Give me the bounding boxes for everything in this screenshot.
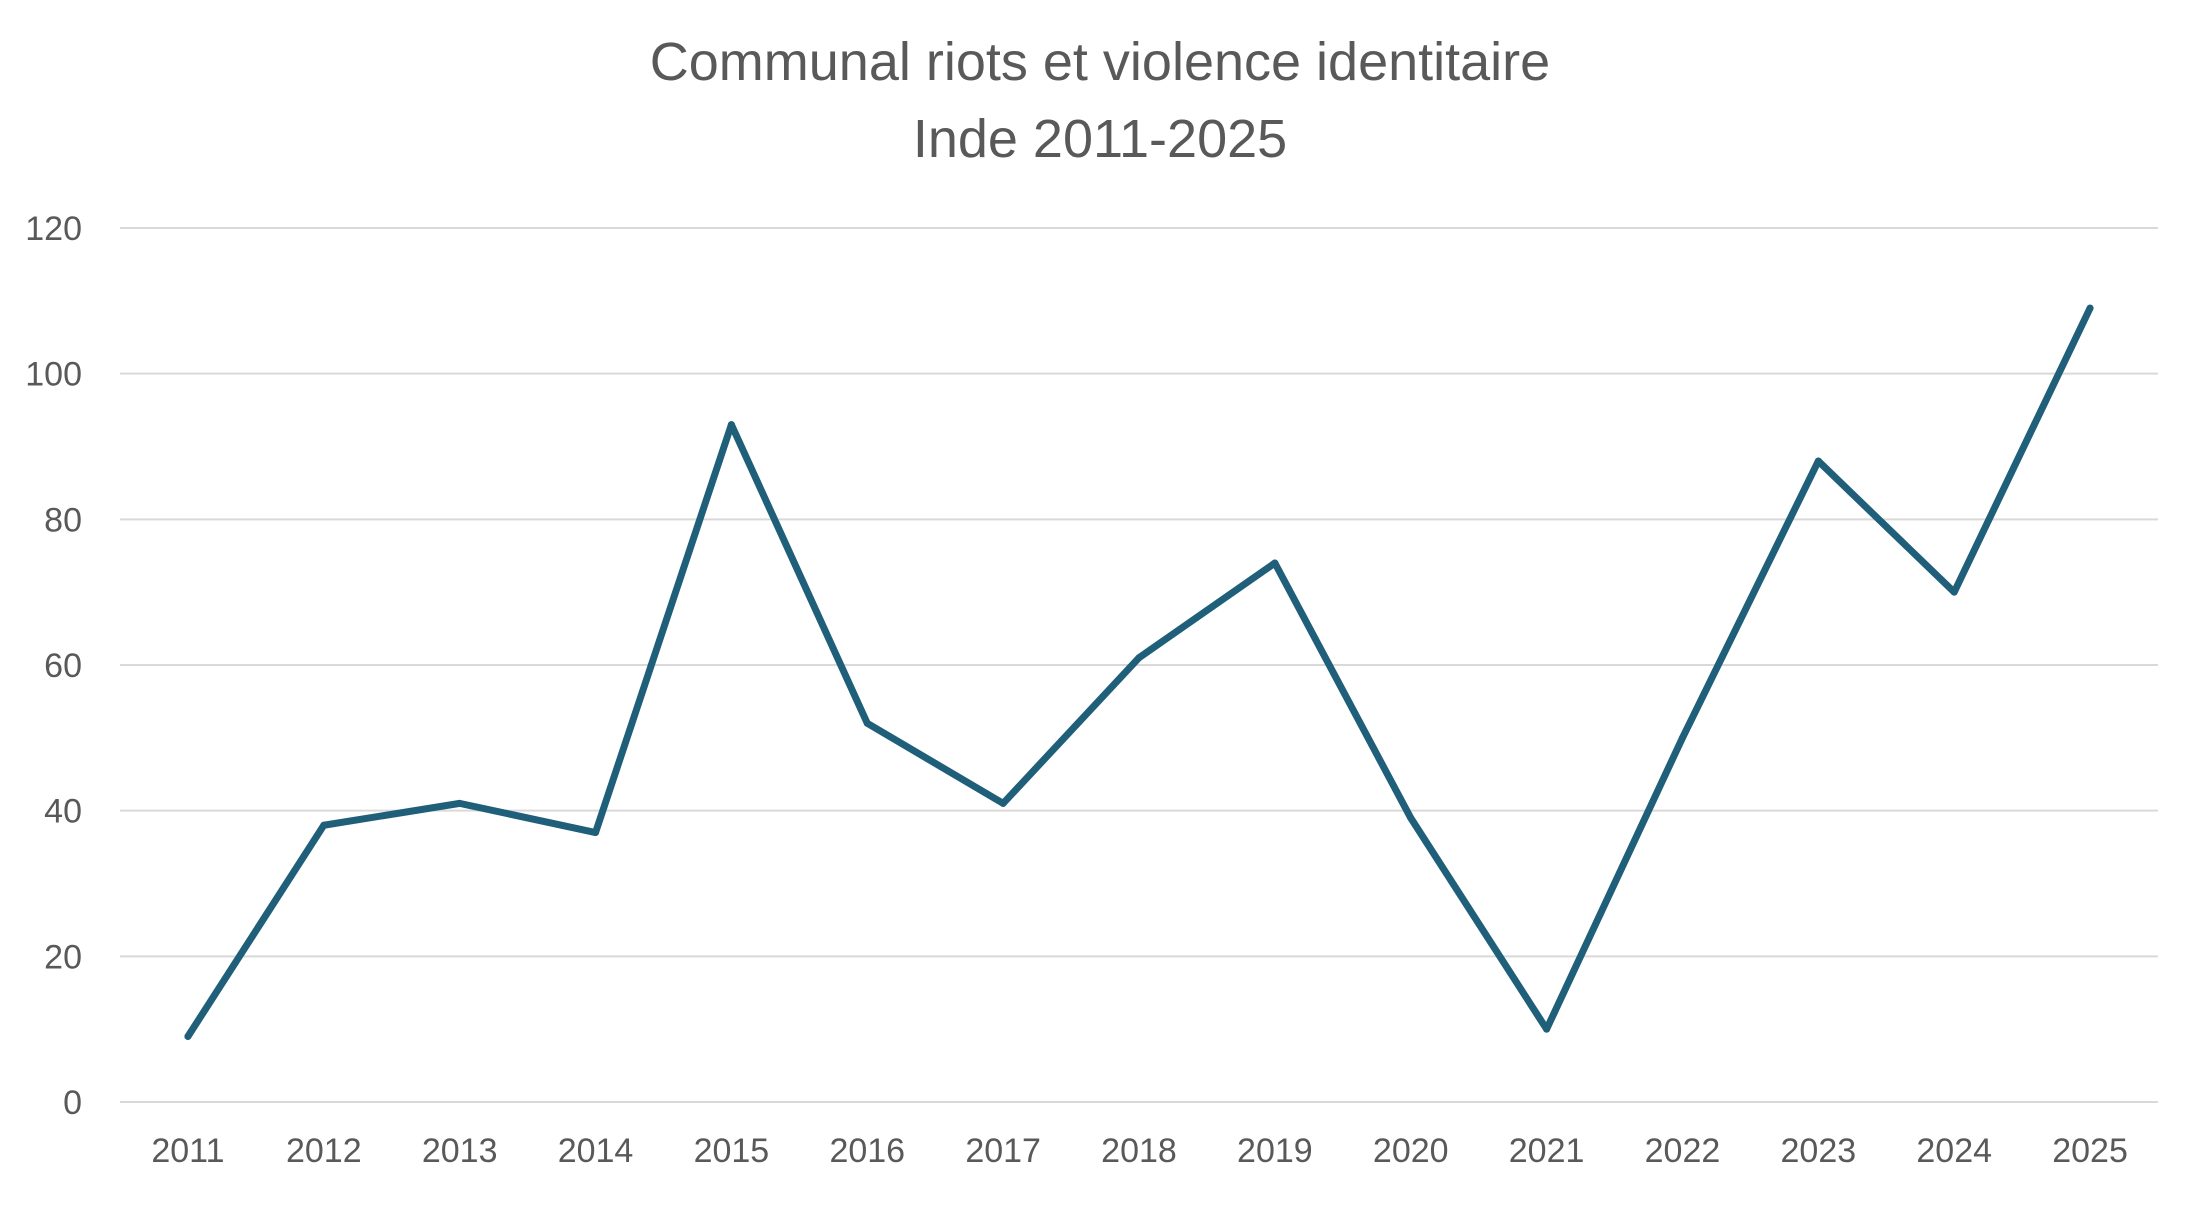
x-tick-label-2013: 2013 — [422, 1132, 498, 1170]
data-point-2016 — [863, 719, 871, 727]
x-tick-label-2023: 2023 — [1781, 1132, 1857, 1170]
x-tick-label-2019: 2019 — [1237, 1132, 1313, 1170]
data-point-2013 — [456, 799, 464, 807]
data-point-2025 — [2086, 304, 2094, 312]
y-tick-label-80: 80 — [44, 501, 82, 539]
y-tick-label-60: 60 — [44, 647, 82, 685]
series — [184, 304, 2094, 1040]
x-tick-label-2012: 2012 — [286, 1132, 362, 1170]
x-tick-label-2011: 2011 — [151, 1132, 224, 1170]
x-tick-label-2014: 2014 — [558, 1132, 634, 1170]
data-point-2019 — [1271, 559, 1279, 567]
x-tick-label-2024: 2024 — [1916, 1132, 1992, 1170]
x-tick-label-2021: 2021 — [1509, 1132, 1585, 1170]
y-tick-label-40: 40 — [44, 793, 82, 831]
chart-title-line-2: Inde 2011-2025 — [913, 109, 1287, 169]
y-tick-label-120: 120 — [25, 210, 82, 248]
data-point-2022 — [1678, 734, 1686, 742]
gridlines — [120, 227, 2158, 1103]
y-tick-label-20: 20 — [44, 938, 82, 976]
x-tick-label-2020: 2020 — [1373, 1132, 1449, 1170]
x-tick-label-2017: 2017 — [965, 1132, 1041, 1170]
y-tick-label-100: 100 — [25, 356, 82, 394]
data-point-2024 — [1950, 588, 1958, 596]
x-tick-label-2016: 2016 — [829, 1132, 905, 1170]
x-axis: 2011 2012 2013 2014 2015 2016 2017 2018 2019 2020… — [151, 1132, 2128, 1170]
data-point-2018 — [1135, 654, 1143, 662]
data-point-2014 — [592, 829, 600, 837]
x-tick-label-2025: 2025 — [2052, 1132, 2128, 1170]
data-point-2020 — [1407, 814, 1415, 822]
data-point-2017 — [999, 799, 1007, 807]
data-point-2015 — [727, 421, 735, 429]
x-tick-label-2022: 2022 — [1645, 1132, 1721, 1170]
series-line-0 — [184, 304, 2094, 1040]
chart-title: Communal riots et violence identitaire I… — [650, 32, 1550, 169]
data-point-2012 — [320, 821, 328, 829]
x-tick-label-2018: 2018 — [1101, 1132, 1177, 1170]
data-point-2011 — [184, 1032, 192, 1040]
chart-title-line-1: Communal riots et violence identitaire — [650, 32, 1550, 92]
y-tick-label-0: 0 — [63, 1084, 82, 1122]
data-point-2023 — [1814, 457, 1822, 465]
x-tick-label-2015: 2015 — [694, 1132, 770, 1170]
data-point-2021 — [1543, 1025, 1551, 1033]
y-axis: 0 20 40 60 80 100 120 — [25, 210, 82, 1122]
